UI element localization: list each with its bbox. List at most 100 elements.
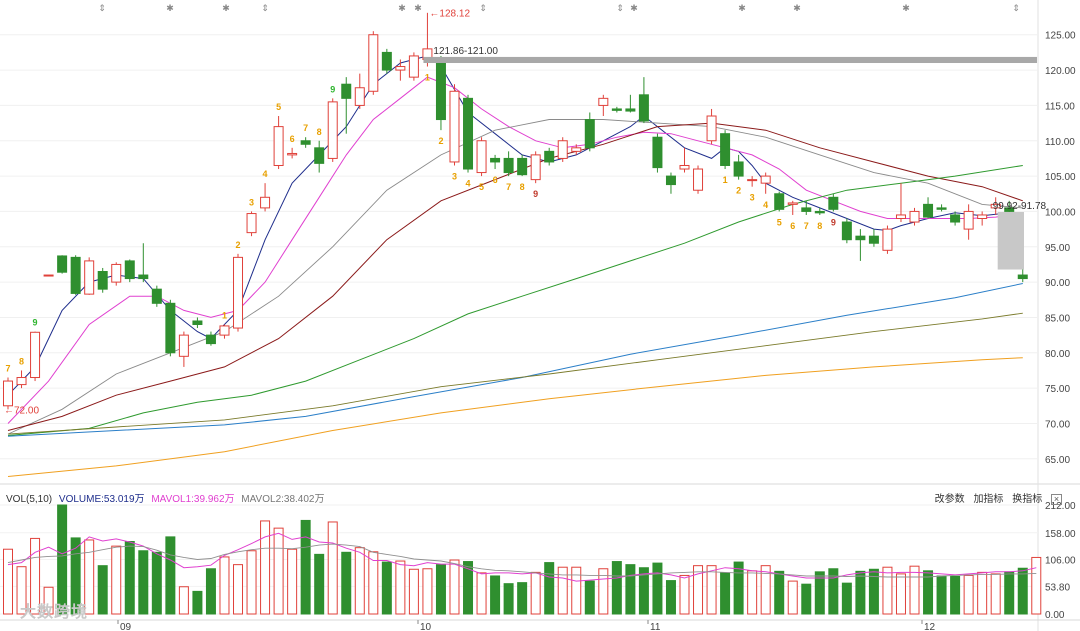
volume-bar: [611, 561, 622, 615]
volume-bar: [192, 590, 203, 615]
candle-body: [124, 260, 135, 280]
price-tick-label: 90.00: [1045, 278, 1070, 289]
volume-bar: [720, 572, 731, 615]
price-tick-label: 85.00: [1045, 313, 1070, 324]
candle-body: [30, 331, 41, 379]
candle: [530, 151, 541, 184]
candle-body: [598, 97, 609, 106]
candle-body: [720, 133, 731, 166]
candle: [354, 73, 365, 109]
volume-bar: [395, 560, 406, 615]
candle: [219, 324, 230, 339]
td-label: 4: [466, 179, 471, 189]
volume-bar: [205, 568, 216, 615]
ma-line-ma120: [7, 283, 1023, 437]
candle: [327, 98, 338, 162]
time-tick-label: 09: [120, 622, 132, 631]
volume-bar: [273, 527, 284, 615]
event-marker-icon: ✱: [902, 4, 910, 14]
volume-bar: [950, 575, 961, 615]
candle: [665, 172, 676, 194]
ma-line-ma10: [7, 76, 1023, 424]
volume-bar: [895, 573, 906, 615]
candle: [625, 94, 636, 113]
candle: [260, 183, 271, 212]
vol-indicator-name: VOL(5,10): [6, 494, 53, 505]
candle: [882, 225, 893, 254]
candle: [463, 94, 474, 173]
candle: [395, 59, 406, 81]
volume-bar: [368, 551, 379, 615]
volume-tick-label: 158.00: [1045, 529, 1076, 540]
td-label: 2: [736, 186, 741, 196]
candle-body: [192, 320, 203, 326]
volume-bar: [341, 551, 352, 615]
candle: [895, 183, 906, 223]
td-label: 2: [438, 136, 443, 146]
candle: [138, 243, 149, 283]
candle-body: [638, 94, 649, 122]
volume-bar: [503, 583, 514, 615]
candle: [679, 147, 690, 173]
mavol2-line: [7, 543, 1037, 578]
volume-bar: [233, 564, 244, 615]
candle-body: [381, 51, 392, 71]
event-marker-icon: ⇕: [1012, 4, 1020, 14]
candle-body: [260, 196, 271, 209]
vol-volume-value: VOLUME:53.019万: [58, 494, 145, 505]
td-label: 5: [276, 102, 281, 112]
candle-body: [463, 97, 474, 170]
volume-bar: [977, 571, 988, 615]
volume-bar: [327, 521, 338, 615]
volume-bar: [625, 564, 636, 615]
mavol1-line: [7, 532, 1037, 582]
switch-indicator-button[interactable]: 换指标: [1012, 494, 1043, 505]
td-label: 8: [19, 356, 24, 366]
volume-bar: [923, 570, 934, 615]
edit-params-button[interactable]: 改参数: [934, 494, 965, 505]
event-marker-icon: ✱: [222, 4, 230, 14]
candle: [368, 31, 379, 95]
resistance-zone: [423, 56, 1037, 64]
volume-bar: [124, 541, 135, 615]
candle-body: [814, 210, 825, 214]
candle: [638, 77, 649, 124]
td-label: 7: [804, 221, 809, 231]
candle: [435, 55, 446, 131]
volume-bar: [138, 550, 149, 615]
candle: [57, 255, 68, 274]
td-label: 3: [249, 197, 254, 207]
volume-bar: [760, 565, 771, 615]
volume-bar: [408, 568, 419, 615]
td-label: 9: [330, 84, 335, 94]
volume-toolbar: 改参数 加指标 换指标 ×: [929, 490, 1062, 505]
volume-bar: [260, 520, 271, 615]
candle: [490, 154, 501, 170]
td-label: 9: [533, 189, 538, 199]
td-label: 7: [506, 182, 511, 192]
volume-bar: [165, 536, 176, 615]
candle-body: [923, 203, 934, 218]
candle-body: [625, 108, 636, 112]
candle-body: [246, 213, 257, 234]
volume-tick-label: 212.00: [1045, 501, 1076, 512]
candle: [503, 151, 514, 177]
candle-body: [584, 119, 595, 149]
volume-bar: [3, 548, 13, 615]
candle-body: [341, 83, 352, 99]
price-tick-label: 70.00: [1045, 419, 1070, 430]
candle: [84, 257, 95, 295]
price-tick-label: 65.00: [1045, 455, 1070, 466]
candle-body: [57, 255, 68, 273]
price-tick-label: 100.00: [1045, 207, 1076, 218]
volume-bar: [557, 566, 568, 615]
candle-body: [787, 202, 798, 205]
close-icon[interactable]: ×: [1051, 494, 1062, 505]
candle-body: [368, 34, 379, 92]
price-tick-label: 105.00: [1045, 172, 1076, 183]
candle: [747, 176, 758, 187]
candle-body: [977, 214, 988, 219]
volume-bar: [855, 570, 866, 615]
add-indicator-button[interactable]: 加指标: [973, 494, 1004, 505]
